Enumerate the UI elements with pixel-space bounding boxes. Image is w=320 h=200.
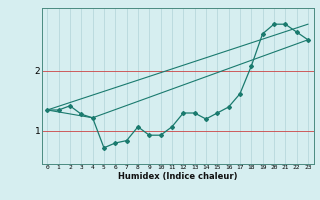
X-axis label: Humidex (Indice chaleur): Humidex (Indice chaleur)	[118, 172, 237, 181]
